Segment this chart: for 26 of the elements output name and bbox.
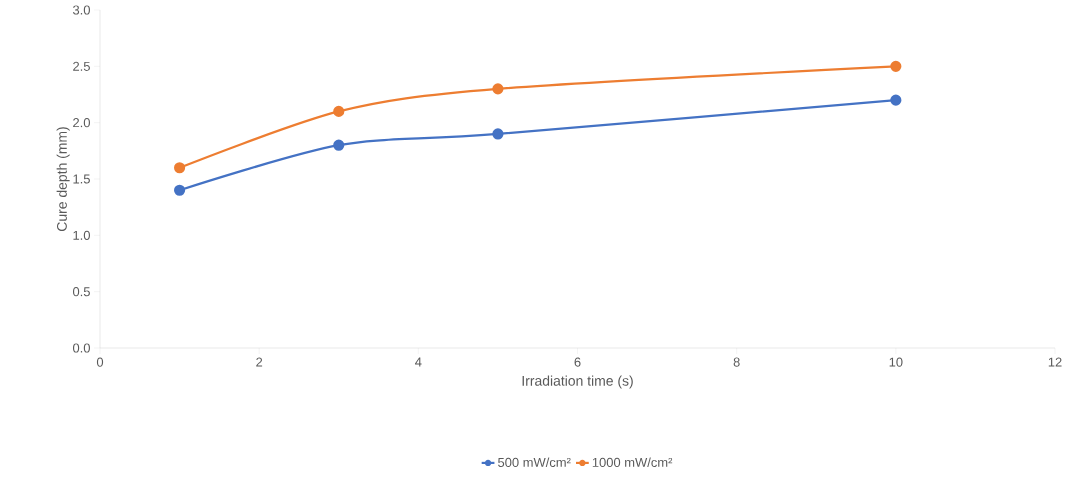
point: [890, 94, 902, 106]
point: [492, 83, 504, 95]
y-tick-label: 1.5: [73, 174, 90, 184]
x-tick-label: 2: [256, 357, 263, 367]
point: [333, 105, 345, 117]
y-tick-label: 3.0: [72, 5, 90, 15]
legend-label: 500 mW/cm²: [498, 457, 571, 467]
legend-label: 1000 mW/cm²: [592, 457, 673, 467]
x-tick-label: 10: [889, 357, 903, 367]
point: [333, 139, 345, 151]
y-axis-title: Cure depth (mm): [56, 127, 70, 231]
point: [890, 60, 902, 72]
point: [174, 162, 186, 174]
y-tick-label: 0.5: [72, 287, 90, 297]
x-tick-label: 0: [96, 357, 104, 367]
point: [174, 184, 186, 196]
y-tick-label: 0.0: [72, 343, 90, 353]
x-tick-label: 6: [574, 357, 581, 367]
y-tick-label: 2.5: [73, 61, 90, 71]
point: [492, 128, 504, 140]
y-tick-label: 2.0: [73, 118, 90, 128]
x-tick-label: 4: [415, 357, 422, 367]
y-tick-label: 1.0: [73, 230, 90, 240]
x-axis-title: Irradiation time (s): [522, 375, 633, 389]
x-tick-label: 12: [1048, 357, 1062, 367]
x-tick-label: 8: [733, 357, 740, 367]
